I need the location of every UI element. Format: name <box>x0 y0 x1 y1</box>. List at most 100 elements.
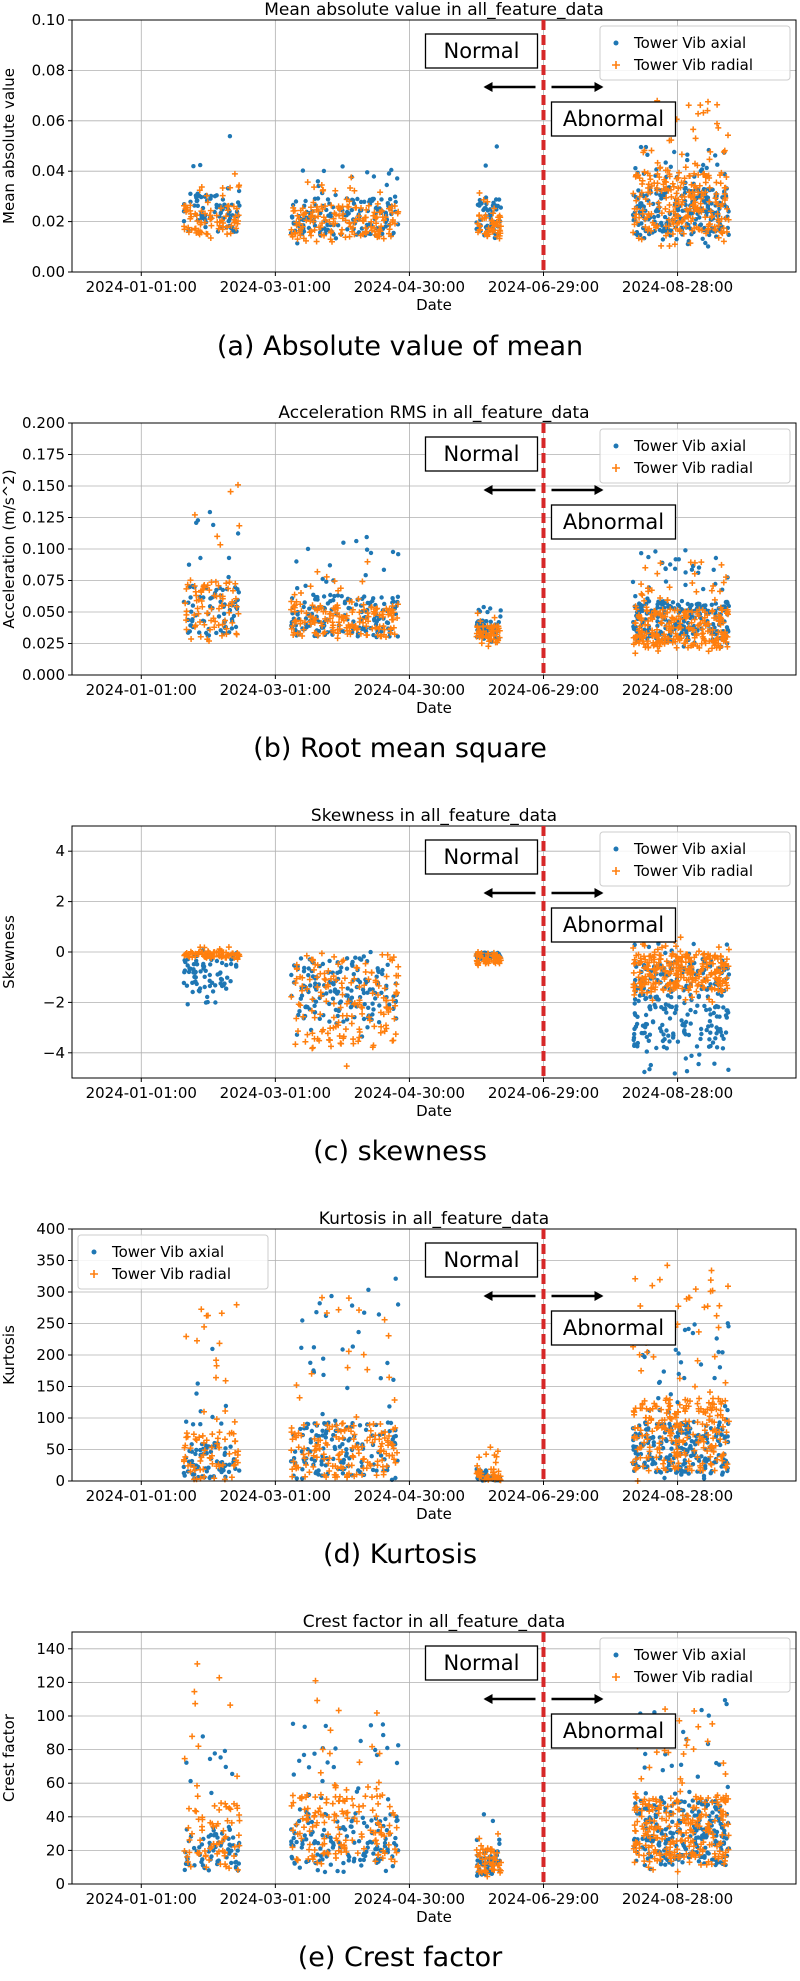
point-axial <box>325 197 331 202</box>
point-radial <box>697 102 704 109</box>
point-axial <box>391 1377 396 1383</box>
point-radial <box>234 220 241 227</box>
point-radial <box>204 199 211 206</box>
point-axial <box>663 160 668 165</box>
point-radial <box>678 193 685 200</box>
point-radial <box>215 225 222 232</box>
point-axial <box>337 1444 342 1449</box>
point-radial <box>203 192 210 199</box>
point-radial <box>341 975 348 982</box>
point-axial <box>193 975 198 980</box>
x-tick-label: 2024-08-28:00 <box>622 1084 733 1102</box>
point-radial <box>288 993 295 1000</box>
point-axial <box>365 170 370 175</box>
arrow-left-head <box>483 1291 493 1301</box>
point-axial <box>192 979 198 984</box>
point-radial <box>224 224 230 231</box>
point-axial <box>235 200 241 205</box>
point-radial <box>677 184 684 191</box>
point-radial <box>227 184 234 191</box>
point-radial <box>343 612 350 619</box>
point-radial <box>375 230 382 237</box>
point-radial <box>723 956 730 963</box>
point-axial <box>643 1021 648 1027</box>
point-axial <box>650 1020 656 1025</box>
x-tick-label: 2024-03-01:00 <box>220 681 331 699</box>
point-axial <box>678 1360 684 1365</box>
point-radial <box>715 234 722 241</box>
point-radial <box>309 209 316 216</box>
point-radial <box>293 219 300 226</box>
point-radial <box>389 219 396 225</box>
point-radial <box>298 608 305 615</box>
point-radial <box>228 601 235 608</box>
y-tick-label: −4 <box>43 1044 65 1062</box>
point-radial <box>491 205 498 212</box>
point-axial <box>297 1009 302 1014</box>
point-radial <box>378 1023 385 1030</box>
point-axial <box>345 1385 350 1391</box>
point-radial <box>192 623 198 630</box>
point-axial <box>653 1005 658 1010</box>
point-radial <box>344 631 351 637</box>
point-radial <box>678 151 685 158</box>
point-axial <box>327 563 333 568</box>
point-axial <box>632 1001 637 1006</box>
point-axial <box>390 1864 395 1869</box>
point-axial <box>725 1008 730 1013</box>
chart-2: 2024-01-01:00 2024-03-01:00 2024-04-30:00 2… <box>0 403 797 764</box>
point-radial <box>666 243 673 249</box>
point-radial <box>642 224 649 230</box>
point-radial <box>213 1362 220 1369</box>
point-radial <box>672 225 679 232</box>
point-radial <box>484 198 491 205</box>
point-axial <box>682 186 687 191</box>
point-axial <box>341 1860 346 1866</box>
point-axial <box>226 574 231 580</box>
point-radial <box>206 638 212 644</box>
chart-1: 2024-01-01:00 2024-03-01:00 2024-04-30:00 2… <box>0 0 797 362</box>
point-radial <box>680 180 687 187</box>
point-radial <box>183 585 190 592</box>
point-axial <box>304 1837 309 1842</box>
point-axial <box>683 1056 688 1061</box>
x-tick-label: 2024-01-01:00 <box>86 1487 197 1505</box>
point-radial <box>228 1474 235 1481</box>
point-axial <box>388 1420 394 1426</box>
point-axial <box>201 966 206 971</box>
point-radial <box>292 1041 299 1048</box>
point-radial <box>701 170 708 177</box>
point-axial <box>226 555 232 561</box>
legend-label-axial: Tower Vib axial <box>633 437 746 455</box>
point-radial <box>648 210 655 217</box>
x-tick-label: 2024-03-01:00 <box>220 278 331 296</box>
point-axial <box>373 1847 378 1852</box>
point-radial <box>296 215 303 222</box>
point-radial <box>476 1454 483 1461</box>
point-radial <box>355 215 362 222</box>
y-tick-label: 0.025 <box>22 635 65 653</box>
point-radial <box>672 199 679 206</box>
point-radial <box>184 581 191 588</box>
point-radial <box>703 230 710 237</box>
point-radial <box>707 221 713 227</box>
point-axial <box>328 989 333 994</box>
point-axial <box>645 152 650 157</box>
point-axial <box>330 996 336 1001</box>
point-radial <box>695 1328 702 1335</box>
x-tick-label: 2024-04-30:00 <box>354 1084 465 1102</box>
point-axial <box>350 1344 355 1349</box>
point-radial <box>304 179 311 186</box>
point-radial <box>288 226 295 233</box>
point-radial <box>637 1303 644 1309</box>
point-radial <box>725 1283 731 1290</box>
point-axial <box>321 1827 327 1833</box>
point-axial <box>664 1010 669 1015</box>
point-axial <box>675 207 681 213</box>
point-radial <box>714 210 721 217</box>
y-tick-label: 350 <box>36 1252 65 1270</box>
point-axial <box>340 1347 345 1352</box>
point-axial <box>351 972 356 977</box>
point-axial <box>353 955 358 960</box>
point-axial <box>709 602 714 607</box>
